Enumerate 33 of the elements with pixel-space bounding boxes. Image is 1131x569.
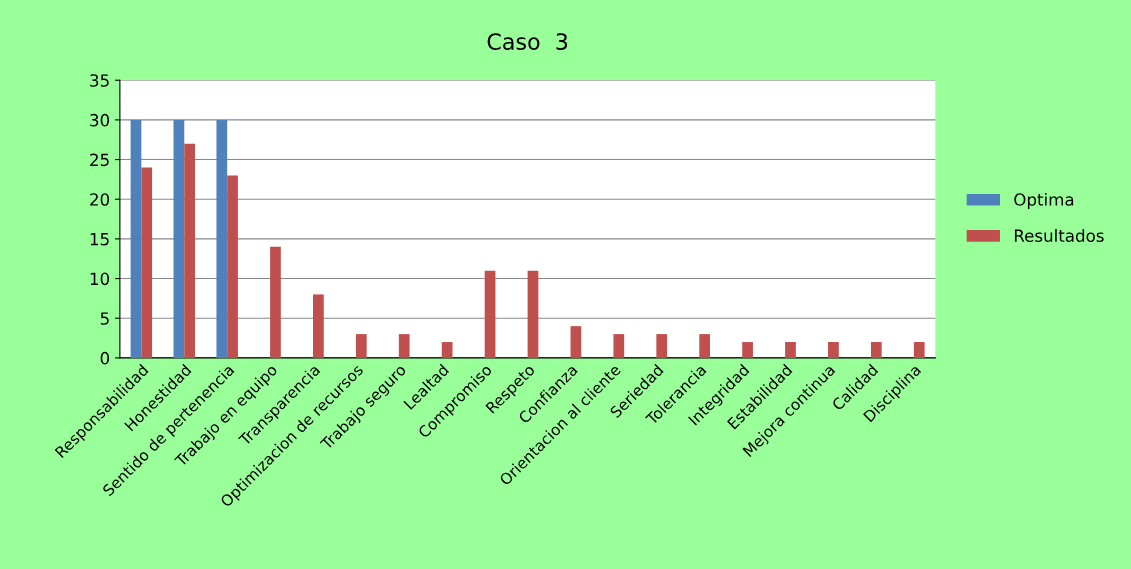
- bar: [870, 342, 882, 358]
- bar: [613, 334, 625, 358]
- bar: [656, 334, 668, 358]
- bar: [313, 294, 324, 358]
- bar: [570, 326, 582, 358]
- y-tick-label: 10: [90, 272, 110, 286]
- bar: [141, 167, 153, 358]
- bar: [441, 342, 453, 358]
- bar: [270, 246, 281, 358]
- bar: [130, 119, 142, 358]
- bar: [742, 342, 753, 358]
- y-tick-label: 15: [90, 233, 109, 246]
- bar: [173, 119, 185, 358]
- y-tick-label: 0: [100, 351, 110, 365]
- y-tick-label: 5: [100, 312, 109, 325]
- legend-label: Resultados: [1014, 229, 1104, 242]
- bar: [398, 334, 410, 358]
- bar: [913, 342, 925, 358]
- y-tick-label: 25: [90, 153, 109, 167]
- legend-label: Optima: [1014, 192, 1074, 210]
- y-tick-label: 35: [90, 74, 109, 87]
- bar: [355, 334, 367, 358]
- bar: [527, 270, 539, 358]
- y-tick-label: 30: [90, 113, 110, 127]
- bar: [785, 342, 796, 358]
- chart-title: Caso 3: [487, 33, 568, 50]
- y-tick-label: 20: [90, 193, 110, 206]
- bar: [699, 334, 711, 358]
- bar: [227, 175, 238, 358]
- bar: [216, 119, 228, 358]
- bar: [828, 342, 839, 358]
- bar: [184, 143, 195, 358]
- bar: [484, 270, 496, 358]
